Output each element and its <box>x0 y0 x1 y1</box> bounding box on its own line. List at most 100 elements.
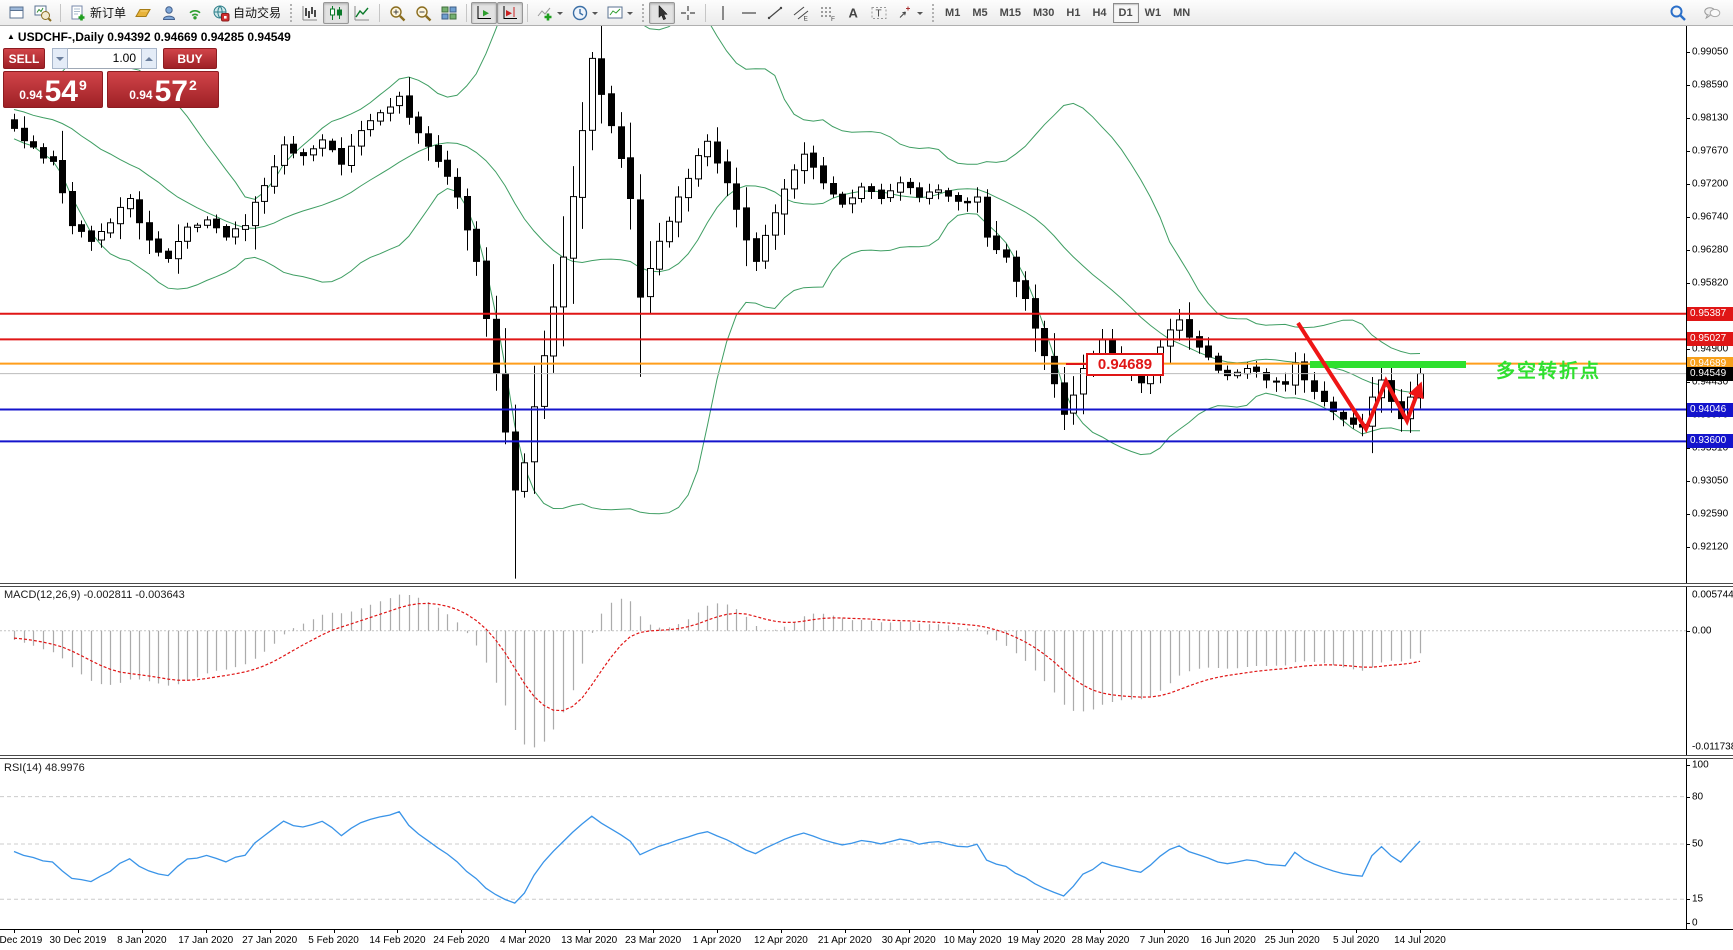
timeframe-button-D1[interactable]: D1 <box>1112 2 1139 23</box>
tile-windows-button[interactable] <box>436 2 462 24</box>
date-label: 14 Feb 2020 <box>369 935 426 946</box>
one-click-trade-panel: SELL 1.00 BUY 0.94 54 9 0.94 57 2 <box>3 48 219 108</box>
arrows-button[interactable] <box>892 2 927 24</box>
panel-splitter[interactable] <box>0 583 1733 587</box>
tiles-icon <box>440 4 458 22</box>
crosshair-icon <box>679 4 697 22</box>
gold-icon <box>134 4 152 22</box>
new-chart-button[interactable] <box>4 2 30 24</box>
date-label: 5 Jul 2020 <box>1333 935 1380 946</box>
sell-button[interactable]: SELL <box>3 48 45 69</box>
chat-button[interactable] <box>1699 2 1725 24</box>
toolbar-separator <box>466 3 468 22</box>
window-icon <box>8 4 26 22</box>
horizontal-line-button[interactable] <box>736 2 762 24</box>
cursor-button[interactable] <box>649 1 676 24</box>
timeframe-button-M5[interactable]: M5 <box>972 6 988 19</box>
bar-chart-button[interactable] <box>297 2 323 24</box>
rsi-label: RSI(14) 48.9976 <box>4 762 85 774</box>
price-tick-mark <box>1686 84 1690 86</box>
date-tick-mark <box>141 930 143 933</box>
price-tick-label: 0.94430 <box>1692 376 1729 388</box>
timeframe-button-M15[interactable]: M15 <box>999 6 1021 19</box>
date-tick-mark <box>844 930 846 933</box>
chevron-down-icon <box>56 56 64 65</box>
equidistant-channel-button[interactable]: E <box>788 2 814 24</box>
fibonacci-button[interactable]: F <box>814 2 840 24</box>
panel-splitter[interactable] <box>0 755 1733 759</box>
volume-field[interactable]: 1.00 <box>68 48 141 69</box>
crosshair-button[interactable] <box>675 2 701 24</box>
date-tick-mark <box>780 930 782 933</box>
search-button[interactable] <box>1665 2 1691 24</box>
line-icon <box>353 4 371 22</box>
macd-panel[interactable] <box>0 587 1686 755</box>
price-tick-mark <box>1686 547 1690 549</box>
market-button[interactable] <box>130 2 156 24</box>
rsi-tick-mark <box>1686 923 1690 924</box>
templates-button[interactable] <box>602 2 637 24</box>
zoom-out-button[interactable] <box>410 2 436 24</box>
volume-decrease-button[interactable] <box>52 48 68 69</box>
timeframe-button-MN[interactable]: MN <box>1173 6 1191 19</box>
periods-button[interactable] <box>567 2 602 24</box>
toolbar: 新订单 自动交易 E F A T M1 M5 M15 M30 H1 H4 D1 W1 MN <box>0 0 1733 26</box>
signals-button[interactable] <box>182 2 208 24</box>
autoscroll-icon <box>475 4 493 22</box>
date-label: 23 Mar 2020 <box>625 935 682 946</box>
symbol-marker-icon: ▲ <box>7 32 15 41</box>
indicators-button[interactable] <box>532 2 567 24</box>
zoom-in-icon <box>388 4 406 22</box>
autotrading-icon <box>212 4 230 22</box>
sell-price-prefix: 0.94 <box>19 88 43 102</box>
line-chart-button[interactable] <box>349 2 375 24</box>
toolbar-grip <box>932 3 935 22</box>
date-tick-mark <box>1292 930 1294 933</box>
vertical-line-button[interactable] <box>710 2 736 24</box>
date-tick-mark <box>1419 930 1421 933</box>
indicators-icon <box>536 4 554 22</box>
time-axis[interactable]: 20 Dec 2019 30 Dec 2019 8 Jan 2020 17 Jan 2… <box>0 929 1733 950</box>
text-button[interactable]: A <box>840 2 866 24</box>
profiles-button[interactable] <box>30 2 56 24</box>
timeframe-button-W1[interactable]: W1 <box>1144 6 1162 19</box>
macd-tick-mark <box>1686 630 1690 632</box>
chart-shift-button[interactable] <box>497 1 524 24</box>
timeframe-button-H1[interactable]: H1 <box>1066 6 1081 19</box>
shapes-icon <box>896 4 914 22</box>
chart-title: ▲ USDCHF-,Daily 0.94392 0.94669 0.94285 0… <box>7 30 291 44</box>
price-tick-label: 0.95820 <box>1692 277 1729 289</box>
timeframe-button-M1[interactable]: M1 <box>945 6 961 19</box>
date-tick-mark <box>972 930 974 933</box>
sell-price-button[interactable]: 0.94 54 9 <box>3 71 103 108</box>
timeframe-button-H4[interactable]: H4 <box>1092 6 1107 19</box>
turning-point-green-line[interactable] <box>1310 361 1466 368</box>
auto-scroll-button[interactable] <box>471 1 498 24</box>
new-order-button[interactable]: 新订单 <box>65 2 130 24</box>
buy-button[interactable]: BUY <box>163 48 217 69</box>
timeframe-button-M30[interactable]: M30 <box>1033 6 1055 19</box>
date-label: 28 May 2020 <box>1071 935 1130 946</box>
text-label-button[interactable]: T <box>866 2 892 24</box>
trendline-button[interactable] <box>762 2 788 24</box>
turning-point-note: 多空转折点 <box>1496 361 1602 382</box>
price-tick-label: 0.99050 <box>1692 46 1729 58</box>
volume-increase-button[interactable] <box>141 48 157 69</box>
rsi-panel[interactable] <box>0 759 1686 929</box>
date-label: 7 Jun 2020 <box>1139 935 1190 946</box>
price-tag-0.95387: 0.95387 <box>1687 306 1733 321</box>
zigzag-arrow[interactable] <box>1296 321 1424 434</box>
main-price-chart[interactable] <box>0 26 1686 583</box>
community-button[interactable] <box>156 2 182 24</box>
price-tick-mark <box>1686 117 1690 119</box>
buy-price-big: 57 <box>154 75 188 108</box>
date-label: 4 Mar 2020 <box>499 935 551 946</box>
chevron-up-icon <box>145 53 153 61</box>
buy-price-button[interactable]: 0.94 57 2 <box>107 71 219 108</box>
candlestick-chart-button[interactable] <box>323 1 350 24</box>
vline-icon <box>714 4 732 22</box>
chart-area[interactable]: ▲ USDCHF-,Daily 0.94392 0.94669 0.94285 0… <box>0 26 1733 950</box>
autotrading-button[interactable]: 自动交易 <box>208 2 285 24</box>
zoom-in-button[interactable] <box>384 2 410 24</box>
price-tick-label: 0.98590 <box>1692 79 1729 91</box>
